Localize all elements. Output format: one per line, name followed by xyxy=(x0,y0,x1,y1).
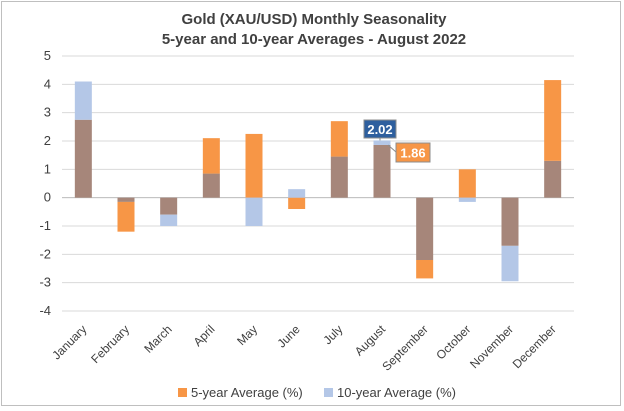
y-tick-label: 5 xyxy=(44,48,51,63)
bar-5-year-april xyxy=(202,138,220,174)
chart-frame: Gold (XAU/USD) Monthly Seasonality 5-yea… xyxy=(1,1,621,406)
x-tick-february: February xyxy=(88,322,132,366)
bar-overlap-september xyxy=(416,197,434,260)
bar-10-year-october xyxy=(458,197,476,202)
callout-box-2-02 xyxy=(363,119,397,139)
legend: 5-year Average (%) 10-year Average (%) xyxy=(178,385,456,400)
callout-box-1-86 xyxy=(395,142,431,163)
gridlines xyxy=(62,55,574,312)
x-tick-september: September xyxy=(379,322,430,373)
bar-10-year-august xyxy=(373,140,391,145)
bar-overlap-february xyxy=(117,197,135,202)
y-tick-label: 2 xyxy=(44,133,51,148)
legend-label-5-year: 5-year Average (%) xyxy=(191,385,303,400)
bar-5-year-february xyxy=(117,201,135,232)
y-tick-label: -4 xyxy=(39,303,51,318)
x-tick-november: November xyxy=(467,322,516,371)
bar-5-year-june xyxy=(288,197,306,209)
bar-10-year-march xyxy=(160,214,178,226)
bar-overlap-august xyxy=(373,144,391,198)
bar-overlap-july xyxy=(330,156,348,198)
y-tick-label: -3 xyxy=(39,275,51,290)
bar-overlap-march xyxy=(160,197,178,215)
bar-10-year-june xyxy=(288,189,306,198)
x-tick-december: December xyxy=(510,322,559,371)
x-tick-january: January xyxy=(49,322,89,362)
legend-swatch-10-year xyxy=(324,388,333,397)
bar-5-year-october xyxy=(458,169,476,198)
chart-title: Gold (XAU/USD) Monthly Seasonality xyxy=(181,11,447,28)
bars xyxy=(74,80,562,282)
bar-overlap-january xyxy=(74,119,92,198)
bar-5-year-may xyxy=(245,133,263,198)
x-tick-october: October xyxy=(433,322,473,362)
bar-overlap-december xyxy=(544,160,562,198)
callout-label-2-02: 2.02 xyxy=(367,122,392,137)
x-tick-july: July xyxy=(320,322,345,347)
legend-swatch-5-year xyxy=(178,388,187,397)
x-tick-june: June xyxy=(274,322,303,351)
bar-overlap-april xyxy=(202,173,220,198)
bar-10-year-may xyxy=(245,197,263,226)
y-axis-ticks: 5 4 3 2 1 0 -1 -2 -3 -4 xyxy=(39,48,51,318)
bar-10-year-january xyxy=(74,81,92,120)
y-tick-label: 4 xyxy=(44,76,51,91)
bar-5-year-july xyxy=(330,121,348,157)
x-tick-april: April xyxy=(191,322,218,349)
bar-10-year-november xyxy=(501,245,519,282)
y-tick-label: -1 xyxy=(39,218,51,233)
y-tick-label: 0 xyxy=(44,190,51,205)
bar-5-year-september xyxy=(416,260,434,279)
chart-subtitle: 5-year and 10-year Averages - August 202… xyxy=(162,31,466,48)
callout-leader-1-86 xyxy=(387,144,397,153)
bar-overlap-november xyxy=(501,197,519,246)
y-tick-label: -2 xyxy=(39,246,51,261)
x-tick-august: August xyxy=(352,322,389,359)
callouts: 2.02 1.86 xyxy=(363,119,431,163)
y-tick-label: 3 xyxy=(44,105,51,120)
legend-label-10-year: 10-year Average (%) xyxy=(337,385,456,400)
x-tick-may: May xyxy=(234,322,260,348)
y-tick-label: 1 xyxy=(44,161,51,176)
bar-5-year-december xyxy=(544,80,562,161)
callout-label-1-86: 1.86 xyxy=(400,146,425,161)
x-tick-march: March xyxy=(141,322,174,355)
